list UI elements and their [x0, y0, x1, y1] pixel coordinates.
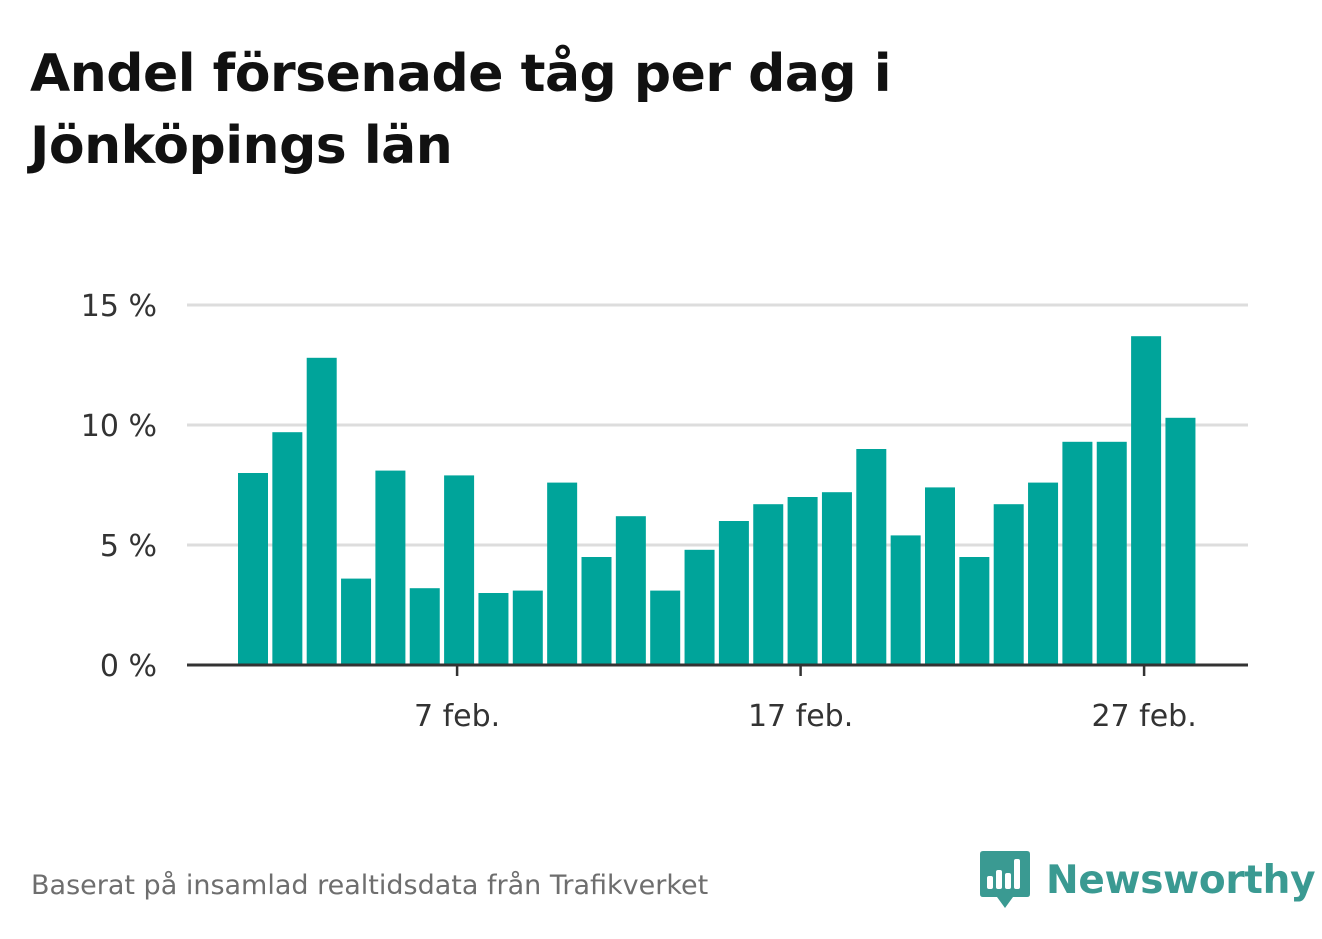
- bar: [444, 475, 475, 665]
- bar: [272, 432, 303, 665]
- bar: [993, 504, 1024, 665]
- bar: [1165, 417, 1196, 665]
- bar: [650, 590, 681, 665]
- x-tick-labels: 7 feb. 17 feb. 27 feb.: [414, 699, 1197, 734]
- bar: [959, 557, 990, 665]
- newsworthy-bar-chart-speech-bubble-icon: [980, 851, 1030, 908]
- x-tick-label: 7 feb.: [414, 699, 500, 734]
- y-tick-label: 0 %: [100, 649, 157, 684]
- bar: [787, 497, 818, 665]
- chart-title: Andel försenade tåg per dag i Jönköpings…: [30, 44, 892, 176]
- bar: [925, 487, 955, 665]
- bar: [1096, 441, 1127, 665]
- bar: [890, 535, 921, 665]
- bar: [512, 590, 543, 665]
- bar: [341, 578, 372, 665]
- bar: [1028, 482, 1059, 665]
- bar: [478, 593, 509, 665]
- x-axis: [187, 663, 1248, 676]
- bar: [238, 473, 268, 665]
- x-tick-label: 17 feb.: [748, 699, 853, 734]
- bar: [375, 470, 406, 665]
- source-note: Baserat på insamlad realtidsdata från Tr…: [31, 870, 709, 901]
- bar: [547, 482, 578, 665]
- bar-chart: 0 % 5 % 10 % 15 % 7 feb. 17 feb. 27 feb.: [81, 289, 1248, 734]
- y-tick-label: 15 %: [81, 289, 157, 324]
- bar: [306, 357, 337, 665]
- bar: [1062, 441, 1093, 665]
- bar: [684, 549, 715, 665]
- bars: [238, 336, 1196, 665]
- brand-name: Newsworthy: [1046, 857, 1316, 903]
- x-tick-label: 27 feb.: [1091, 699, 1196, 734]
- y-tick-labels: 0 % 5 % 10 % 15 %: [81, 289, 157, 684]
- brand[interactable]: Newsworthy: [980, 850, 1316, 910]
- bar: [821, 492, 852, 665]
- bar: [718, 521, 749, 665]
- bar: [753, 504, 784, 665]
- bar: [615, 516, 646, 665]
- bar: [581, 557, 612, 665]
- y-tick-label: 10 %: [81, 409, 157, 444]
- bar: [856, 449, 887, 665]
- bar: [1131, 336, 1162, 665]
- bar: [409, 588, 440, 665]
- y-tick-label: 5 %: [100, 529, 157, 564]
